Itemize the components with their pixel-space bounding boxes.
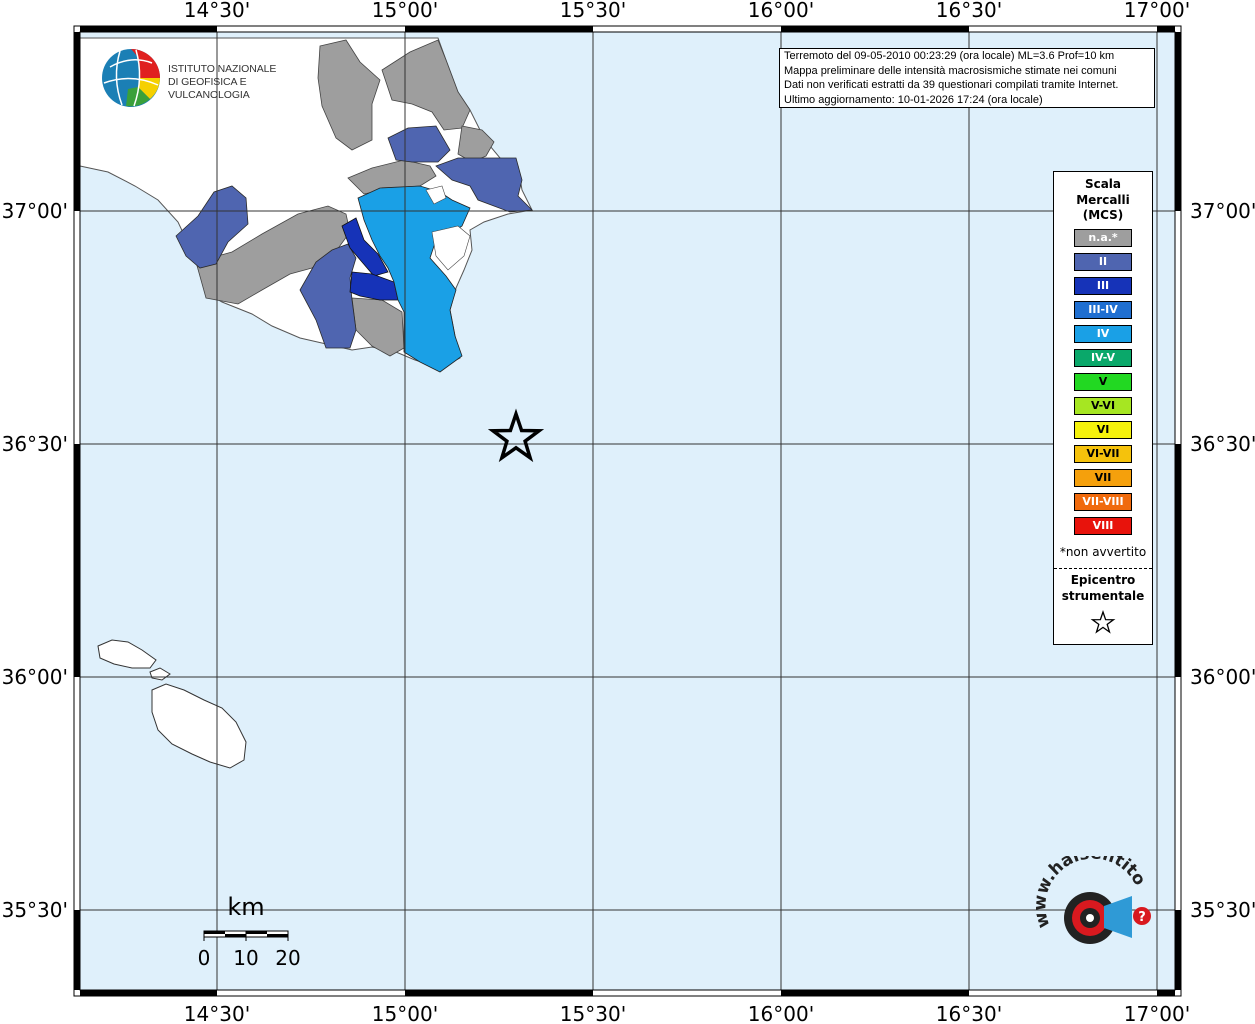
scale-label: 10 bbox=[233, 946, 258, 970]
legend-title-line: (MCS) bbox=[1082, 208, 1124, 222]
lat-ticks-right: 37°00' 36°30' 36°00' 35°30' bbox=[1190, 199, 1255, 922]
legend-item-swatch: VI bbox=[1074, 421, 1132, 439]
scale-label: 0 bbox=[198, 946, 211, 970]
legend-item-swatch: IV-V bbox=[1074, 349, 1132, 367]
lon-tick-label: 15°30' bbox=[560, 1002, 626, 1024]
legend-item-swatch: n.a.* bbox=[1074, 229, 1132, 247]
lat-ticks-left: 37°00' 36°30' 36°00' 35°30' bbox=[2, 199, 68, 922]
legend-item-swatch: III-IV bbox=[1074, 301, 1132, 319]
scale-unit: km bbox=[227, 893, 264, 921]
lat-tick-label: 36°00' bbox=[1190, 665, 1255, 689]
lon-tick-label: 16°30' bbox=[936, 0, 1002, 22]
region-na-group bbox=[195, 39, 495, 357]
legend-item-swatch: II bbox=[1074, 253, 1132, 271]
lat-tick-label: 37°00' bbox=[1190, 199, 1255, 223]
graticule bbox=[80, 32, 1175, 990]
lon-tick-label: 15°00' bbox=[372, 1002, 438, 1024]
event-info-line: Ultimo aggiornamento: 10-01-2026 17:24 (… bbox=[784, 93, 1043, 106]
ingv-logo: ISTITUTO NAZIONALE DI GEOFISICA E VULCAN… bbox=[100, 47, 320, 111]
legend-note: *non avvertito bbox=[1059, 545, 1147, 559]
white-pocket bbox=[431, 225, 471, 271]
region-iii-group bbox=[341, 217, 399, 301]
legend-item-swatch: V-VI bbox=[1074, 397, 1132, 415]
question-badge-icon bbox=[1133, 907, 1151, 925]
lon-tick-label: 15°00' bbox=[372, 0, 438, 22]
event-info-box: Terremoto del 09-05-2010 00:23:29 (ora l… bbox=[779, 48, 1155, 108]
legend-epicentre-line: Epicentro bbox=[1070, 573, 1136, 587]
lon-tick-label: 16°00' bbox=[748, 1002, 814, 1024]
legend-item-swatch: VII-VIII bbox=[1074, 493, 1132, 511]
legend-item-swatch: IV bbox=[1074, 325, 1132, 343]
legend-title-line: Mercalli bbox=[1076, 192, 1130, 207]
lon-tick-label: 14°30' bbox=[184, 1002, 250, 1024]
mcs-legend: Scala Mercalli (MCS) n.a.* II III III-IV IV I… bbox=[1053, 171, 1153, 645]
map-frame bbox=[73, 25, 1182, 997]
event-info-line: Terremoto del 09-05-2010 00:23:29 (ora l… bbox=[784, 50, 1115, 62]
svg-text:?: ? bbox=[1138, 910, 1146, 925]
lat-tick-label: 36°00' bbox=[2, 665, 68, 689]
legend-item-swatch: VI-VII bbox=[1074, 445, 1132, 463]
lat-tick-label: 35°30' bbox=[1190, 898, 1255, 922]
legend-title: Scala Mercalli (MCS) bbox=[1054, 177, 1152, 224]
event-info-line: Dati non verificati estratti da 39 quest… bbox=[784, 79, 1119, 91]
lon-tick-label: 14°30' bbox=[184, 0, 250, 22]
legend-item-swatch: V bbox=[1074, 373, 1132, 391]
lon-tick-label: 15°30' bbox=[560, 0, 626, 22]
lon-ticks-bottom: 14°30' 15°00' 15°30' 16°00' 16°30' 17°00… bbox=[184, 1002, 1190, 1024]
legend-item-swatch: VII bbox=[1074, 469, 1132, 487]
legend-title-line: Scala bbox=[1084, 177, 1122, 191]
lat-tick-label: 36°30' bbox=[2, 432, 68, 456]
logo-line2: DI GEOFISICA E VULCANOLOGIA bbox=[168, 76, 250, 101]
haisentito-logo: www.haisentitoilterremoto.it ? bbox=[1036, 856, 1151, 944]
lon-tick-label: 17°00' bbox=[1124, 0, 1190, 22]
legend-star-icon bbox=[1090, 610, 1116, 634]
epicentre-star-icon bbox=[487, 408, 545, 463]
region-ii-group bbox=[175, 125, 533, 349]
legend-epicentre-line: strumentale bbox=[1061, 588, 1145, 603]
lon-tick-label: 16°30' bbox=[936, 1002, 1002, 1024]
legend-divider bbox=[1054, 568, 1152, 569]
lat-tick-label: 35°30' bbox=[2, 898, 68, 922]
logo-line1: ISTITUTO NAZIONALE bbox=[168, 63, 277, 75]
scale-bar: km 0 10 20 bbox=[198, 893, 301, 970]
white-pocket bbox=[425, 185, 447, 205]
legend-item-swatch: VIII bbox=[1074, 517, 1132, 535]
legend-epicentre-label: Epicentro strumentale bbox=[1054, 573, 1152, 604]
globe-logo-icon bbox=[102, 49, 160, 107]
lon-ticks-top: 14°30' 15°00' 15°30' 16°00' 16°30' 17°00… bbox=[184, 0, 1190, 22]
lon-tick-label: 16°00' bbox=[748, 0, 814, 22]
scale-label: 20 bbox=[275, 946, 300, 970]
lat-tick-label: 37°00' bbox=[2, 199, 68, 223]
lat-tick-label: 36°30' bbox=[1190, 432, 1255, 456]
lon-tick-label: 17°00' bbox=[1124, 1002, 1190, 1024]
megaphone-icon bbox=[1104, 896, 1132, 938]
event-info-line: Mappa preliminare delle intensità macros… bbox=[784, 64, 1117, 77]
legend-item-swatch: III bbox=[1074, 277, 1132, 295]
